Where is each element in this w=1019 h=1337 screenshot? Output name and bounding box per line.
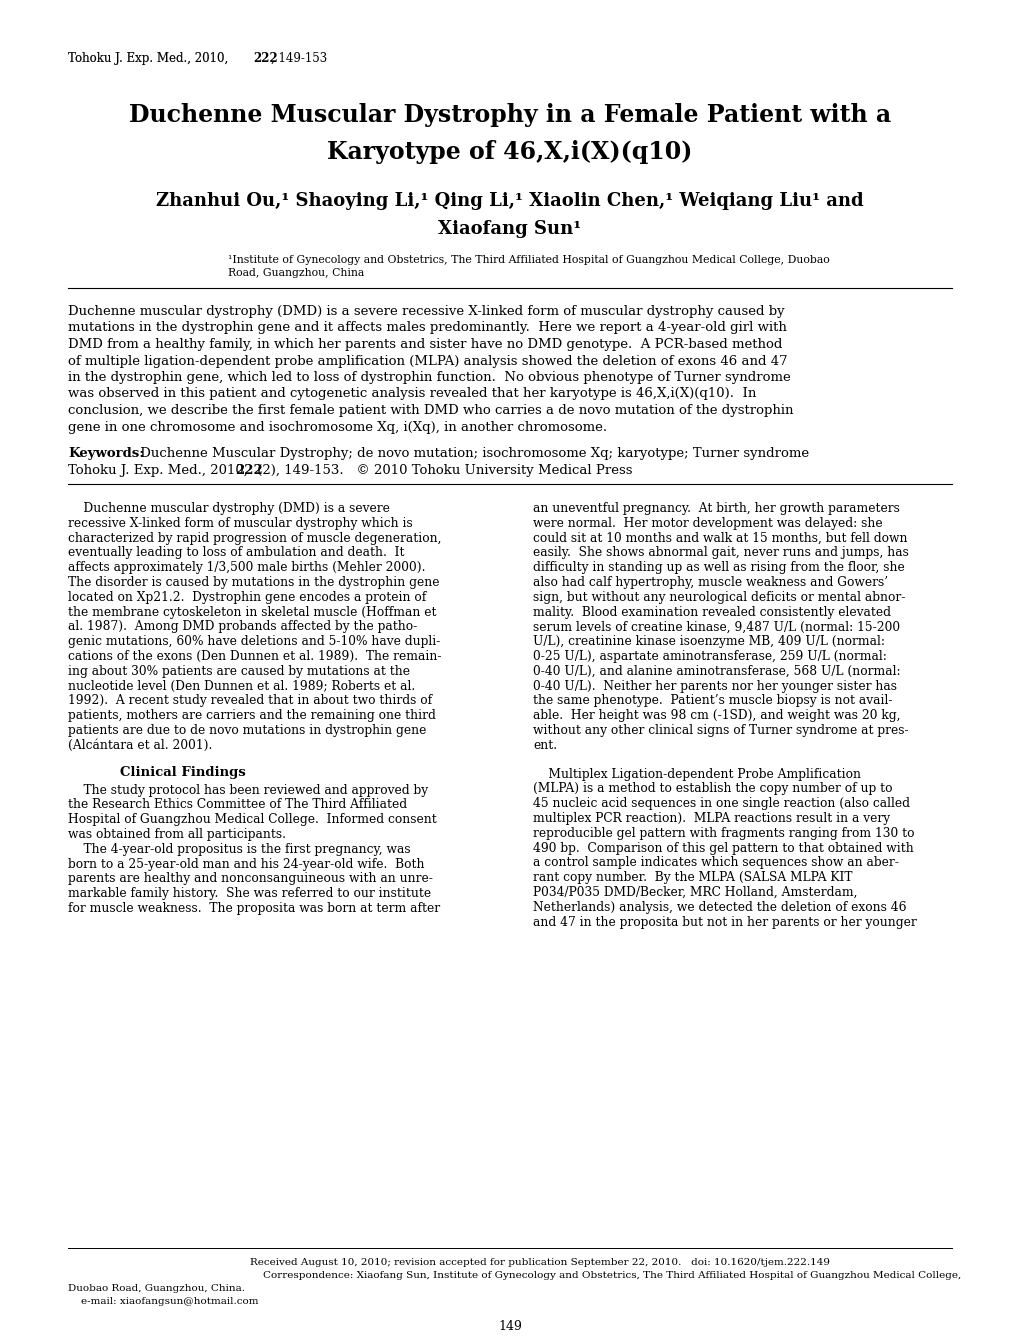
Text: Tohoku J. Exp. Med., 2010,: Tohoku J. Exp. Med., 2010, xyxy=(68,52,231,66)
Text: born to a 25-year-old man and his 24-year-old wife.  Both: born to a 25-year-old man and his 24-yea… xyxy=(68,857,424,870)
Text: rant copy number.  By the MLPA (SALSA MLPA KIT: rant copy number. By the MLPA (SALSA MLP… xyxy=(533,872,852,884)
Text: difficulty in standing up as well as rising from the floor, she: difficulty in standing up as well as ris… xyxy=(533,562,904,574)
Text: DMD from a healthy family, in which her parents and sister have no DMD genotype.: DMD from a healthy family, in which her … xyxy=(68,338,782,352)
Text: Tohoku J. Exp. Med., 2010,: Tohoku J. Exp. Med., 2010, xyxy=(68,52,231,66)
Text: Multiplex Ligation-dependent Probe Amplification: Multiplex Ligation-dependent Probe Ampli… xyxy=(533,767,860,781)
Text: were normal.  Her motor development was delayed: she: were normal. Her motor development was d… xyxy=(533,517,881,529)
Text: 222: 222 xyxy=(253,52,277,66)
Text: gene in one chromosome and isochromosome Xq, i(Xq), in another chromosome.: gene in one chromosome and isochromosome… xyxy=(68,421,606,433)
Text: U/L), creatinine kinase isoenzyme MB, 409 U/L (normal:: U/L), creatinine kinase isoenzyme MB, 40… xyxy=(533,635,884,648)
Text: 45 nucleic acid sequences in one single reaction (also called: 45 nucleic acid sequences in one single … xyxy=(533,797,909,810)
Text: 222: 222 xyxy=(234,464,263,477)
Text: markable family history.  She was referred to our institute: markable family history. She was referre… xyxy=(68,888,431,900)
Text: P034/P035 DMD/Becker, MRC Holland, Amsterdam,: P034/P035 DMD/Becker, MRC Holland, Amste… xyxy=(533,886,857,898)
Text: characterized by rapid progression of muscle degeneration,: characterized by rapid progression of mu… xyxy=(68,532,441,544)
Text: serum levels of creatine kinase, 9,487 U/L (normal: 15-200: serum levels of creatine kinase, 9,487 U… xyxy=(533,620,899,634)
Text: Karyotype of 46,X,i(X)(q10): Karyotype of 46,X,i(X)(q10) xyxy=(327,140,692,164)
Text: 490 bp.  Comparison of this gel pattern to that obtained with: 490 bp. Comparison of this gel pattern t… xyxy=(533,841,913,854)
Text: Zhanhui Ou,¹ Shaoying Li,¹ Qing Li,¹ Xiaolin Chen,¹ Weiqiang Liu¹ and: Zhanhui Ou,¹ Shaoying Li,¹ Qing Li,¹ Xia… xyxy=(156,193,863,210)
Text: Netherlands) analysis, we detected the deletion of exons 46: Netherlands) analysis, we detected the d… xyxy=(533,901,906,913)
Text: multiplex PCR reaction).  MLPA reactions result in a very: multiplex PCR reaction). MLPA reactions … xyxy=(533,812,890,825)
Text: sign, but without any neurological deficits or mental abnor-: sign, but without any neurological defic… xyxy=(533,591,905,604)
Text: The 4-year-old propositus is the first pregnancy, was: The 4-year-old propositus is the first p… xyxy=(68,842,411,856)
Text: in the dystrophin gene, which led to loss of dystrophin function.  No obvious ph: in the dystrophin gene, which led to los… xyxy=(68,370,790,384)
Text: affects approximately 1/3,500 male births (Mehler 2000).: affects approximately 1/3,500 male birth… xyxy=(68,562,425,574)
Text: an uneventful pregnancy.  At birth, her growth parameters: an uneventful pregnancy. At birth, her g… xyxy=(533,501,899,515)
Text: Duchenne Muscular Dystrophy in a Female Patient with a: Duchenne Muscular Dystrophy in a Female … xyxy=(128,103,891,127)
Text: Keywords:: Keywords: xyxy=(68,447,144,460)
Text: (Alcántara et al. 2001).: (Alcántara et al. 2001). xyxy=(68,739,212,751)
Text: conclusion, we describe the first female patient with DMD who carries a de novo : conclusion, we describe the first female… xyxy=(68,404,793,417)
Text: Duobao Road, Guangzhou, China.: Duobao Road, Guangzhou, China. xyxy=(68,1284,245,1293)
Text: 1992).  A recent study revealed that in about two thirds of: 1992). A recent study revealed that in a… xyxy=(68,694,432,707)
Text: patients are due to de novo mutations in dystrophin gene: patients are due to de novo mutations in… xyxy=(68,725,426,737)
Text: e-mail: xiaofangsun@hotmail.com: e-mail: xiaofangsun@hotmail.com xyxy=(68,1297,258,1306)
Text: nucleotide level (Den Dunnen et al. 1989; Roberts et al.: nucleotide level (Den Dunnen et al. 1989… xyxy=(68,679,415,693)
Text: the membrane cytoskeleton in skeletal muscle (Hoffman et: the membrane cytoskeleton in skeletal mu… xyxy=(68,606,436,619)
Text: Correspondence: Xiaofang Sun, Institute of Gynecology and Obstetrics, The Third : Correspondence: Xiaofang Sun, Institute … xyxy=(250,1271,960,1280)
Text: , 149-153: , 149-153 xyxy=(271,52,327,66)
Text: al. 1987).  Among DMD probands affected by the patho-: al. 1987). Among DMD probands affected b… xyxy=(68,620,417,634)
Text: of multiple ligation-dependent probe amplification (MLPA) analysis showed the de: of multiple ligation-dependent probe amp… xyxy=(68,354,787,368)
Text: also had calf hypertrophy, muscle weakness and Gowers’: also had calf hypertrophy, muscle weakne… xyxy=(533,576,888,590)
Text: Tohoku J. Exp. Med., 2010,: Tohoku J. Exp. Med., 2010, xyxy=(68,52,231,66)
Text: located on Xp21.2.  Dystrophin gene encodes a protein of: located on Xp21.2. Dystrophin gene encod… xyxy=(68,591,426,604)
Text: easily.  She shows abnormal gait, never runs and jumps, has: easily. She shows abnormal gait, never r… xyxy=(533,547,908,559)
Text: for muscle weakness.  The proposita was born at term after: for muscle weakness. The proposita was b… xyxy=(68,902,439,915)
Text: Received August 10, 2010; revision accepted for publication September 22, 2010. : Received August 10, 2010; revision accep… xyxy=(250,1258,829,1267)
Text: Tohoku J. Exp. Med., 2010,: Tohoku J. Exp. Med., 2010, xyxy=(68,464,252,477)
Text: The study protocol has been reviewed and approved by: The study protocol has been reviewed and… xyxy=(68,783,428,797)
Text: recessive X-linked form of muscular dystrophy which is: recessive X-linked form of muscular dyst… xyxy=(68,517,413,529)
Text: reproducible gel pattern with fragments ranging from 130 to: reproducible gel pattern with fragments … xyxy=(533,826,914,840)
Text: parents are healthy and nonconsanguineous with an unre-: parents are healthy and nonconsanguineou… xyxy=(68,873,432,885)
Text: 0-40 U/L), and alanine aminotransferase, 568 U/L (normal:: 0-40 U/L), and alanine aminotransferase,… xyxy=(533,664,900,678)
Text: Duchenne Muscular Dystrophy; de novo mutation; isochromosome Xq; karyotype; Turn: Duchenne Muscular Dystrophy; de novo mut… xyxy=(136,447,808,460)
Text: a control sample indicates which sequences show an aber-: a control sample indicates which sequenc… xyxy=(533,857,898,869)
Text: Clinical Findings: Clinical Findings xyxy=(120,766,246,778)
Text: Hospital of Guangzhou Medical College.  Informed consent: Hospital of Guangzhou Medical College. I… xyxy=(68,813,436,826)
Text: 149: 149 xyxy=(497,1320,522,1333)
Text: the same phenotype.  Patient’s muscle biopsy is not avail-: the same phenotype. Patient’s muscle bio… xyxy=(533,694,892,707)
Text: cations of the exons (Den Dunnen et al. 1989).  The remain-: cations of the exons (Den Dunnen et al. … xyxy=(68,650,441,663)
Text: the Research Ethics Committee of The Third Affiliated: the Research Ethics Committee of The Thi… xyxy=(68,798,407,812)
Text: mality.  Blood examination revealed consistently elevated: mality. Blood examination revealed consi… xyxy=(533,606,891,619)
Text: was obtained from all participants.: was obtained from all participants. xyxy=(68,828,285,841)
Text: without any other clinical signs of Turner syndrome at pres-: without any other clinical signs of Turn… xyxy=(533,725,908,737)
Text: could sit at 10 months and walk at 15 months, but fell down: could sit at 10 months and walk at 15 mo… xyxy=(533,532,907,544)
Text: was observed in this patient and cytogenetic analysis revealed that her karyotyp: was observed in this patient and cytogen… xyxy=(68,388,756,401)
Text: Duchenne muscular dystrophy (DMD) is a severe: Duchenne muscular dystrophy (DMD) is a s… xyxy=(68,501,389,515)
Text: patients, mothers are carriers and the remaining one third: patients, mothers are carriers and the r… xyxy=(68,709,435,722)
Text: 0-40 U/L).  Neither her parents nor her younger sister has: 0-40 U/L). Neither her parents nor her y… xyxy=(533,679,896,693)
Text: ing about 30% patients are caused by mutations at the: ing about 30% patients are caused by mut… xyxy=(68,664,410,678)
Text: 0-25 U/L), aspartate aminotransferase, 259 U/L (normal:: 0-25 U/L), aspartate aminotransferase, 2… xyxy=(533,650,886,663)
Text: able.  Her height was 98 cm (-1SD), and weight was 20 kg,: able. Her height was 98 cm (-1SD), and w… xyxy=(533,709,900,722)
Text: ent.: ent. xyxy=(533,739,556,751)
Text: (MLPA) is a method to establish the copy number of up to: (MLPA) is a method to establish the copy… xyxy=(533,782,892,796)
Text: eventually leading to loss of ambulation and death.  It: eventually leading to loss of ambulation… xyxy=(68,547,405,559)
Text: and 47 in the proposita but not in her parents or her younger: and 47 in the proposita but not in her p… xyxy=(533,916,916,929)
Text: Road, Guangzhou, China: Road, Guangzhou, China xyxy=(228,267,364,278)
Text: (2), 149-153.   © 2010 Tohoku University Medical Press: (2), 149-153. © 2010 Tohoku University M… xyxy=(253,464,632,477)
Text: The disorder is caused by mutations in the dystrophin gene: The disorder is caused by mutations in t… xyxy=(68,576,439,590)
Text: genic mutations, 60% have deletions and 5-10% have dupli-: genic mutations, 60% have deletions and … xyxy=(68,635,440,648)
Text: Xiaofang Sun¹: Xiaofang Sun¹ xyxy=(438,221,581,238)
Text: mutations in the dystrophin gene and it affects males predominantly.  Here we re: mutations in the dystrophin gene and it … xyxy=(68,321,786,334)
Text: Duchenne muscular dystrophy (DMD) is a severe recessive X-linked form of muscula: Duchenne muscular dystrophy (DMD) is a s… xyxy=(68,305,784,318)
Text: ¹Institute of Gynecology and Obstetrics, The Third Affiliated Hospital of Guangz: ¹Institute of Gynecology and Obstetrics,… xyxy=(228,255,828,265)
